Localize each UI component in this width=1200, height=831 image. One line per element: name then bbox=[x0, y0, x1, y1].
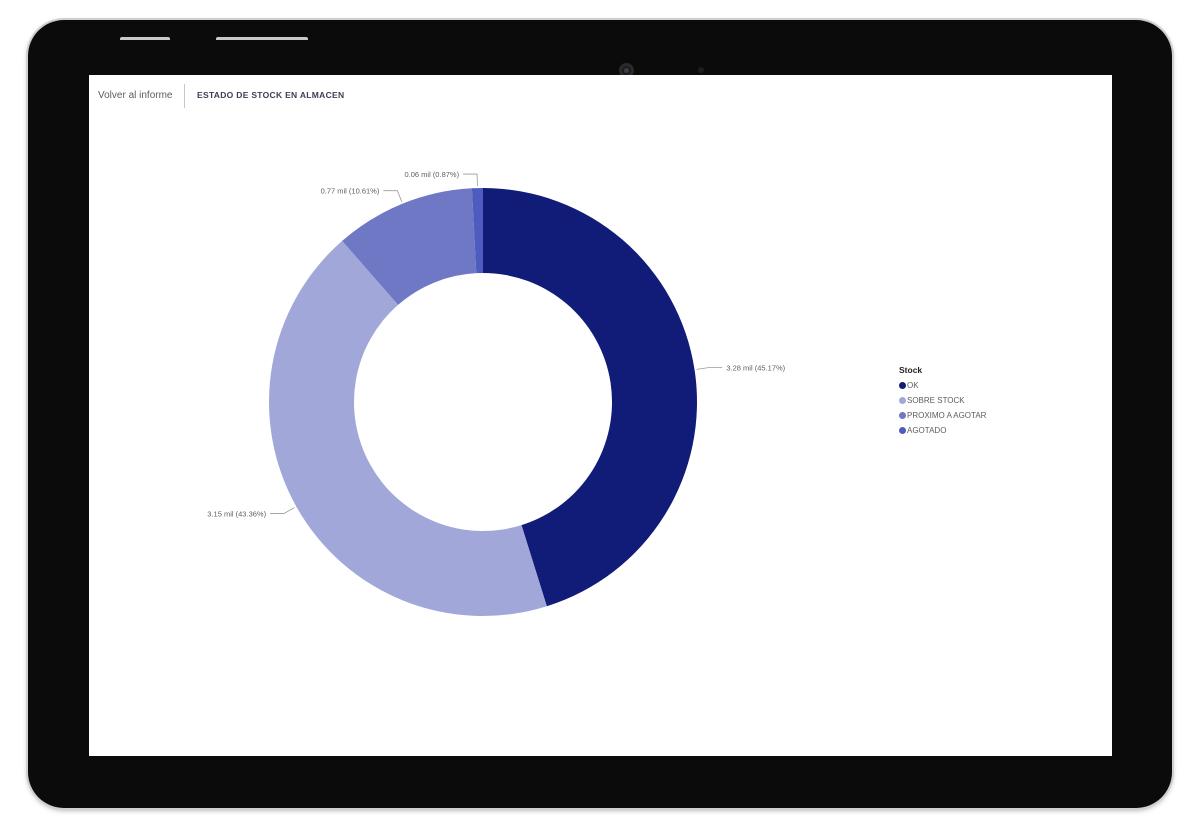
legend-item-sobre-stock[interactable]: SOBRE STOCK bbox=[899, 393, 986, 408]
legend-title: Stock bbox=[899, 365, 923, 375]
donut-slice-proximo-a-agotar[interactable] bbox=[342, 188, 477, 305]
camera-icon bbox=[619, 63, 634, 78]
back-to-report-link[interactable]: Volver al informe bbox=[98, 90, 173, 101]
leader-line bbox=[463, 173, 478, 187]
legend-marker bbox=[899, 427, 906, 434]
donut-slice-agotado[interactable] bbox=[471, 188, 483, 274]
tablet-button bbox=[216, 37, 308, 40]
donut-slice-ok[interactable] bbox=[483, 188, 698, 607]
page-title: ESTADO DE STOCK EN ALMACEN bbox=[197, 90, 345, 100]
donut-slice-sobre-stock[interactable] bbox=[269, 240, 547, 616]
leader-line bbox=[270, 507, 295, 514]
legend-item-agotado[interactable]: AGOTADO bbox=[899, 423, 986, 438]
report-header: Volver al informe ESTADO DE STOCK EN ALM… bbox=[89, 75, 1112, 115]
legend-label: OK bbox=[907, 381, 919, 390]
tablet-button bbox=[120, 37, 170, 40]
data-label: 0.06 mil (0.87%) bbox=[404, 170, 459, 179]
legend-marker bbox=[899, 412, 906, 419]
legend-marker bbox=[899, 382, 906, 389]
leader-line bbox=[696, 367, 723, 370]
legend-item-proximo-a-agotar[interactable]: PROXIMO A AGOTAR bbox=[899, 408, 986, 423]
chart-legend: Stock OK SOBRE STOCK PROXIMO A AGOTAR AGOTA… bbox=[899, 365, 986, 438]
header-divider bbox=[184, 84, 185, 108]
donut-chart: 3.28 mil (45.17%) 3.15 mil (43.36%) 0.77 m… bbox=[207, 170, 786, 616]
legend-item-ok[interactable]: OK bbox=[899, 378, 986, 393]
leader-line bbox=[383, 190, 403, 202]
sensor-icon bbox=[698, 67, 704, 73]
data-label: 3.15 mil (43.36%) bbox=[207, 509, 266, 518]
report-screen: Volver al informe ESTADO DE STOCK EN ALM… bbox=[89, 75, 1112, 756]
legend-marker bbox=[899, 397, 906, 404]
legend-label: AGOTADO bbox=[907, 426, 947, 435]
data-label: 3.28 mil (45.17%) bbox=[726, 364, 785, 373]
data-label: 0.77 mil (10.61%) bbox=[321, 187, 380, 196]
legend-label: PROXIMO A AGOTAR bbox=[907, 411, 987, 420]
legend-label: SOBRE STOCK bbox=[907, 396, 965, 405]
